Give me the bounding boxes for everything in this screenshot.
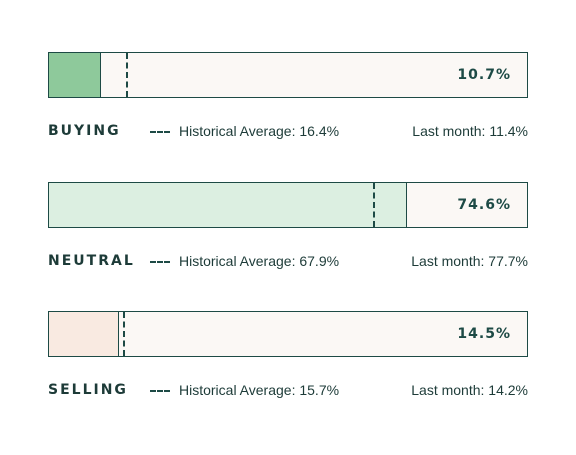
meta-selling: SELLING Historical Average: 15.7% Last m… [48,381,528,401]
last-month-selling: Last month: 14.2% [411,382,528,398]
bar-track-selling: 14.5% [48,311,528,357]
bar-fill-neutral [49,183,407,227]
dashed-line-icon [150,261,170,263]
value-label-buying: 10.7% [457,67,511,83]
historical-average-marker-buying [126,53,129,97]
category-label-neutral: NEUTRAL [48,253,135,269]
category-label-buying: BUYING [48,123,121,139]
historical-average-neutral: Historical Average: 67.9% [179,253,340,269]
last-month-neutral: Last month: 77.7% [411,253,528,269]
bar-fill-buying [49,53,102,97]
meta-buying: BUYING Historical Average: 16.4% Last mo… [48,122,528,142]
bar-track-neutral: 74.6% [48,182,528,228]
dashed-line-icon [150,131,170,133]
bar-track-buying: 10.7% [48,52,528,98]
meta-neutral: NEUTRAL Historical Average: 67.9% Last m… [48,252,528,272]
historical-average-marker-neutral [372,183,375,227]
historical-average-marker-selling [123,312,126,356]
bar-fill-selling [49,312,120,356]
dashed-line-icon [150,390,170,392]
last-month-buying: Last month: 11.4% [412,123,528,139]
value-label-selling: 14.5% [457,326,511,342]
historical-average-buying: Historical Average: 16.4% [179,123,340,139]
category-label-selling: SELLING [48,382,128,398]
value-label-neutral: 74.6% [457,197,511,213]
historical-average-selling: Historical Average: 15.7% [179,382,340,398]
